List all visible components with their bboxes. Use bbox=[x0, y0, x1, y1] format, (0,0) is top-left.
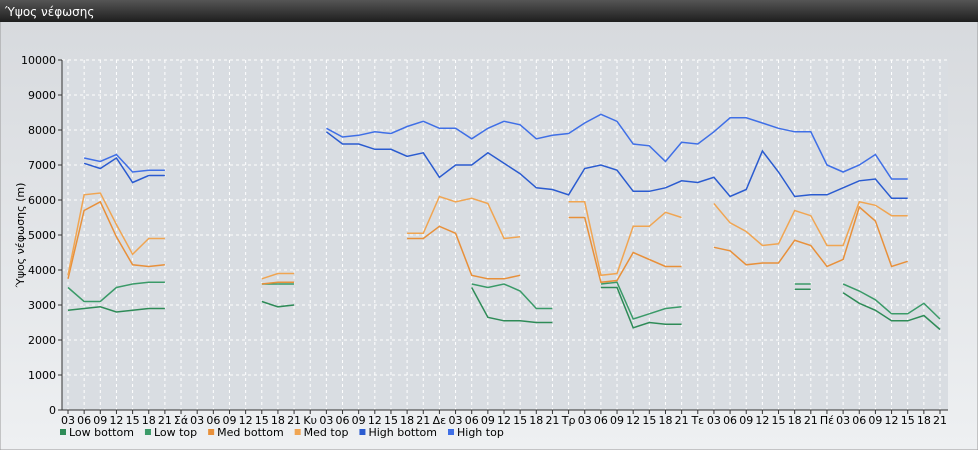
series-line bbox=[67, 286, 941, 331]
legend-label: Med bottom bbox=[217, 426, 284, 439]
x-tick-label: 21 bbox=[675, 414, 689, 427]
x-tick-label: 18 bbox=[271, 414, 285, 427]
x-tick-label: 21 bbox=[933, 414, 947, 427]
y-tick-label: 3000 bbox=[28, 299, 56, 312]
legend-swatch bbox=[60, 429, 66, 435]
x-tick-label: 18 bbox=[400, 414, 414, 427]
x-tick-label: 12 bbox=[109, 414, 123, 427]
series-line bbox=[67, 192, 908, 280]
y-tick-label: 2000 bbox=[28, 334, 56, 347]
y-tick-label: 9000 bbox=[28, 89, 56, 102]
x-tick-label: 06 bbox=[723, 414, 737, 427]
x-tick-label: Δε bbox=[433, 414, 447, 427]
x-tick-label: 21 bbox=[545, 414, 559, 427]
lines bbox=[67, 113, 941, 331]
x-tick-label: 15 bbox=[772, 414, 786, 427]
x-tick-label: 15 bbox=[384, 414, 398, 427]
axes: 0 1000 2000 3000 4000 5000 6000 7000 8000 9000 100… bbox=[21, 54, 948, 427]
x-tick-label: 18 bbox=[788, 414, 802, 427]
x-tick-label: 09 bbox=[481, 414, 495, 427]
x-tick-label: 12 bbox=[885, 414, 899, 427]
y-tick-label: 10000 bbox=[21, 54, 56, 67]
x-tick-label: Σά bbox=[174, 414, 188, 427]
y-tick-label: 1000 bbox=[28, 369, 56, 382]
x-tick-label: 03 bbox=[319, 414, 333, 427]
y-tick-label: 5000 bbox=[28, 229, 56, 242]
series-line bbox=[67, 200, 908, 285]
legend-swatch bbox=[294, 429, 301, 435]
x-tick-label: 18 bbox=[529, 414, 543, 427]
x-tick-label: 12 bbox=[755, 414, 769, 427]
series-line bbox=[67, 281, 941, 320]
x-tick-label: 15 bbox=[901, 414, 915, 427]
x-tick-label: 03 bbox=[836, 414, 850, 427]
x-tick-label: Πέ bbox=[820, 414, 834, 427]
y-tick-label: 6000 bbox=[28, 194, 56, 207]
x-tick-label: 06 bbox=[465, 414, 479, 427]
x-tick-label: 15 bbox=[255, 414, 269, 427]
x-tick-label: 06 bbox=[852, 414, 866, 427]
legend-label: High bottom bbox=[368, 426, 437, 439]
series-line bbox=[83, 113, 908, 180]
x-tick-label: 03 bbox=[61, 414, 75, 427]
x-tick-label: 12 bbox=[497, 414, 511, 427]
x-tick-label: 06 bbox=[206, 414, 220, 427]
x-tick-label: 15 bbox=[642, 414, 656, 427]
legend-label: High top bbox=[457, 426, 504, 439]
y-tick-label: 0 bbox=[49, 404, 56, 417]
x-tick-label: 18 bbox=[917, 414, 931, 427]
x-tick-label: 18 bbox=[142, 414, 156, 427]
x-tick-label: 03 bbox=[707, 414, 721, 427]
legend-swatch bbox=[359, 429, 366, 435]
x-tick-label: 03 bbox=[449, 414, 463, 427]
x-tick-label: 06 bbox=[336, 414, 350, 427]
x-tick-label: 09 bbox=[868, 414, 882, 427]
legend-label: Low bottom bbox=[69, 426, 134, 439]
x-tick-label: 21 bbox=[804, 414, 818, 427]
legend-label: Low top bbox=[154, 426, 197, 439]
legend-label: Med top bbox=[304, 426, 349, 439]
x-tick-label: 09 bbox=[610, 414, 624, 427]
title-bar bbox=[0, 0, 978, 22]
legend-swatch bbox=[208, 429, 215, 435]
y-tick-label: 7000 bbox=[28, 159, 56, 172]
x-tick-label: 12 bbox=[368, 414, 382, 427]
x-tick-label: 12 bbox=[239, 414, 253, 427]
y-tick-label: 4000 bbox=[28, 264, 56, 277]
x-tick-label: 03 bbox=[578, 414, 592, 427]
x-tick-label: 12 bbox=[626, 414, 640, 427]
legend-swatch bbox=[144, 429, 151, 435]
legend-swatch bbox=[448, 429, 454, 435]
y-axis-label: Ύψος νέφωσης (m) bbox=[14, 183, 27, 289]
x-tick-label: 15 bbox=[513, 414, 527, 427]
x-tick-label: 21 bbox=[416, 414, 430, 427]
x-tick-label: Κυ bbox=[303, 414, 317, 427]
x-tick-label: 21 bbox=[287, 414, 301, 427]
x-tick-label: 09 bbox=[352, 414, 366, 427]
x-tick-label: Τε bbox=[690, 414, 704, 427]
series-line bbox=[83, 131, 908, 200]
x-tick-label: 18 bbox=[658, 414, 672, 427]
x-tick-label: 06 bbox=[594, 414, 608, 427]
y-tick-label: 8000 bbox=[28, 124, 56, 137]
x-tick-label: 06 bbox=[77, 414, 91, 427]
legend: Low bottom Low top Med bottom Med top High b… bbox=[60, 426, 504, 439]
chart-title: Ύψος νέφωσης bbox=[4, 5, 94, 19]
x-tick-label: 09 bbox=[222, 414, 236, 427]
x-tick-label: 03 bbox=[190, 414, 204, 427]
x-tick-label: 21 bbox=[158, 414, 172, 427]
x-tick-label: 15 bbox=[126, 414, 140, 427]
x-tick-label: 09 bbox=[93, 414, 107, 427]
x-tick-label: 09 bbox=[739, 414, 753, 427]
x-tick-label: Τρ bbox=[561, 414, 576, 427]
grid bbox=[62, 59, 948, 411]
